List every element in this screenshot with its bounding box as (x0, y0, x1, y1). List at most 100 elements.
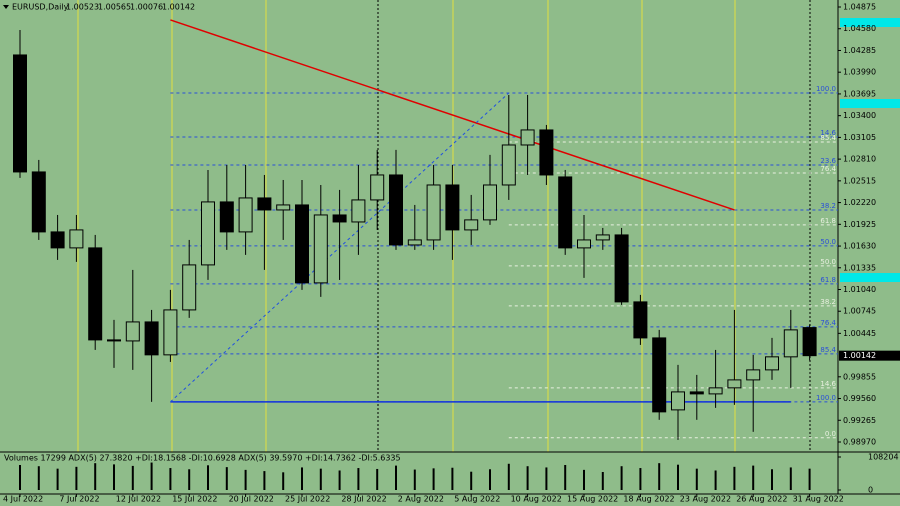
y-tick-label: 1.03695 (843, 89, 876, 98)
y-tick-label: 1.02220 (843, 198, 876, 207)
fib-label: 14.6 (820, 129, 836, 137)
y-tick-label: 1.02810 (843, 155, 876, 164)
fib-label: 50.0 (820, 238, 836, 246)
candle-body (783, 329, 798, 358)
candle-body (539, 129, 554, 176)
x-tick-label: 4 Jul 2022 (3, 495, 43, 504)
fib-label: 100.0 (816, 394, 836, 402)
y-tick-label: 1.03990 (843, 68, 876, 77)
candle-body (520, 129, 535, 146)
x-tick-label: 31 Aug 2022 (793, 495, 844, 504)
x-tick-label: 20 Jul 2022 (229, 495, 274, 504)
candle-body (633, 301, 648, 339)
candle-body (257, 197, 272, 211)
candle-body (88, 247, 103, 341)
y-tick-label: 1.01335 (843, 263, 876, 272)
fib-label: 85.4 (820, 134, 836, 142)
candle-body (708, 387, 723, 395)
candle-body (464, 219, 479, 231)
candle-body (13, 54, 27, 173)
y-tick-label: 0.99265 (843, 416, 876, 425)
price-marker (840, 99, 900, 108)
y-tick-label: 0.98970 (843, 438, 876, 447)
y-tick-label: 1.04580 (843, 24, 876, 33)
quote-low: 1.00076 (130, 3, 163, 12)
x-tick-label: 18 Aug 2022 (623, 495, 674, 504)
separators (77, 0, 811, 452)
candle-body (426, 184, 441, 241)
candle-body (445, 184, 460, 231)
candle-body (332, 214, 347, 223)
y-tick-label: 1.02515 (843, 176, 876, 185)
candle-body (595, 234, 610, 241)
volume-tick-label: 108204 (868, 453, 899, 462)
candle-body (577, 239, 591, 249)
symbol-title: EURUSD,Daily (12, 3, 69, 12)
fib-label: 76.4 (820, 319, 836, 327)
candle-body (313, 214, 328, 284)
candle-body (802, 327, 817, 357)
y-tick-label: 1.01630 (843, 242, 876, 251)
y-tick-label: 1.04875 (843, 3, 876, 12)
current-price-box (839, 350, 900, 361)
x-tick-label: 26 Aug 2022 (736, 495, 787, 504)
x-tick-label: 15 Aug 2022 (567, 495, 618, 504)
indicator-label: Volumes 17299 ADX(5) 27.3820 +DI:18.1568… (4, 454, 401, 463)
y-tick-label: 1.00445 (843, 329, 876, 338)
candle-body (163, 309, 178, 356)
x-tick-label: 7 Jul 2022 (59, 495, 99, 504)
current-price: 1.00142 (843, 351, 876, 360)
fib-label: 23.6 (820, 157, 836, 165)
fib-label: 14.6 (820, 380, 836, 388)
y-tick-label: 1.01040 (843, 285, 876, 294)
volume-tick-label: 0 (868, 486, 873, 495)
candle-body (351, 199, 366, 223)
candle-body (182, 264, 197, 311)
candle-body (144, 321, 159, 356)
x-tick-label: 2 Aug 2022 (398, 495, 444, 504)
y-tick-label: 1.00745 (843, 307, 876, 316)
y-tick-label: 1.04285 (843, 46, 876, 55)
candle-body (276, 204, 291, 211)
x-tick-label: 12 Jul 2022 (116, 495, 161, 504)
candle-body (69, 229, 84, 249)
candle-body (370, 174, 385, 201)
quote-close: 1.00142 (162, 3, 195, 12)
trend-line (170, 19, 735, 211)
y-tick-label: 1.01925 (843, 220, 876, 229)
y-tick-label: 1.03105 (843, 133, 876, 142)
candle-body (746, 369, 761, 381)
fib-label: 76.4 (820, 165, 836, 173)
candle-body (201, 201, 215, 266)
candle-body (727, 379, 742, 389)
price-marker (840, 18, 900, 27)
candle-body (652, 337, 667, 413)
candle-body (483, 184, 497, 221)
x-tick-label: 5 Aug 2022 (454, 495, 500, 504)
candle-body (107, 339, 121, 342)
candle-body (407, 239, 422, 246)
candle-body (689, 391, 704, 395)
candle-body (219, 201, 234, 233)
fib-label: 38.2 (820, 298, 836, 306)
candle-body (614, 234, 629, 303)
quote-high: 1.00565 (98, 3, 131, 12)
candle-body (295, 204, 309, 284)
header: EURUSD,Daily (3, 3, 69, 12)
x-tick-label: 10 Aug 2022 (511, 495, 562, 504)
header-icon (3, 5, 9, 9)
candle-body (501, 144, 516, 186)
fib-label: 0.0 (825, 430, 836, 438)
x-tick-label: 23 Aug 2022 (680, 495, 731, 504)
candle-body (389, 174, 403, 246)
x-tick-label: 25 Jul 2022 (285, 495, 330, 504)
fib-label: 50.0 (820, 258, 836, 266)
candle-body (50, 231, 65, 249)
fib-label: 100.0 (816, 85, 836, 93)
candle-body (31, 171, 46, 233)
x-tick-label: 28 Jul 2022 (341, 495, 386, 504)
x-tick-label: 15 Jul 2022 (172, 495, 217, 504)
candle-body (558, 176, 573, 249)
